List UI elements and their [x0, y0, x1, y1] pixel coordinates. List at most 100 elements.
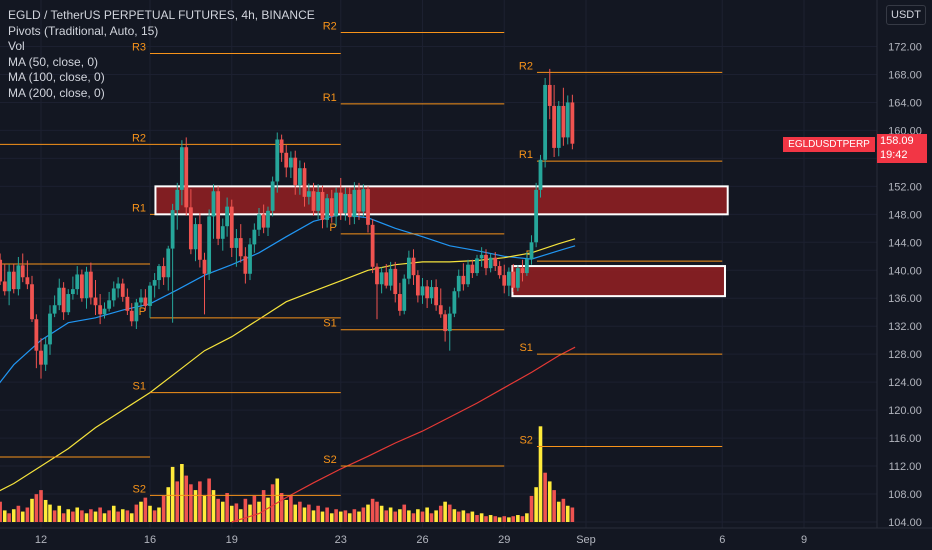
volume-bar	[357, 511, 361, 522]
candle-body	[243, 256, 248, 274]
candle-body	[565, 102, 570, 138]
time-tick-label: 23	[335, 534, 347, 546]
volume-bar	[311, 510, 316, 522]
candle-body	[216, 191, 221, 239]
volume-bar	[75, 507, 80, 522]
candle-body	[288, 157, 293, 168]
volume-bar	[556, 501, 561, 522]
candle-body	[16, 265, 21, 290]
candle-body	[456, 275, 461, 292]
volume-bar	[543, 472, 547, 522]
candle-body	[488, 257, 493, 269]
candle-body	[66, 294, 71, 313]
volume-bar	[375, 501, 379, 522]
price-tick-label: 164.00	[888, 97, 922, 109]
candle-body	[34, 319, 39, 351]
candle-body	[188, 207, 193, 250]
candle-body	[57, 287, 62, 306]
volume-bar	[275, 478, 280, 522]
volume-bar	[420, 511, 425, 522]
candle-body	[225, 206, 230, 227]
volume-bar	[366, 504, 370, 522]
volume-bar	[180, 464, 184, 522]
candle-body	[434, 287, 439, 306]
legend-title[interactable]: EGLD / TetherUS PERPETUAL FUTURES, 4h, B…	[8, 8, 315, 22]
candle-body	[175, 189, 180, 211]
candle-body	[20, 265, 25, 278]
volume-bar	[379, 505, 384, 522]
time-axis[interactable]: 12 16 19 23 26 29 Sep 6 9	[0, 527, 932, 550]
candle-body	[411, 257, 416, 276]
volume-bar	[302, 507, 307, 522]
volume-bar	[293, 504, 298, 522]
volume-bar	[570, 507, 575, 522]
pivot-label: P	[329, 222, 336, 234]
candle-body	[524, 259, 529, 274]
legend-vol[interactable]: Vol	[8, 39, 25, 53]
pivot-label: S1	[323, 318, 336, 330]
pivot-label: S1	[133, 381, 146, 393]
candle-body	[202, 259, 207, 274]
volume-bar	[484, 516, 488, 522]
pivot-label: R2	[323, 21, 337, 33]
candle-body	[143, 297, 148, 306]
legend-ma200[interactable]: MA (200, close, 0)	[8, 85, 105, 100]
volume-bar	[279, 493, 284, 522]
volume-bar	[66, 509, 71, 522]
candle-body	[252, 229, 257, 245]
volume-bar	[461, 510, 466, 522]
candle-body	[329, 198, 334, 217]
candle-body	[338, 192, 343, 213]
time-tick-label: 6	[719, 534, 725, 546]
candle-body	[343, 194, 348, 213]
legend-ma50[interactable]: MA (50, close, 0)	[8, 54, 99, 69]
candle-body	[11, 271, 16, 290]
price-tick-label: 112.00	[889, 461, 922, 473]
candle-body	[311, 191, 316, 211]
currency-button[interactable]: USDT	[886, 5, 926, 25]
candlesticks	[0, 68, 575, 379]
price-tick-label: 128.00	[888, 349, 922, 361]
volume-bar	[238, 509, 243, 522]
price-tick-label: 152.00	[888, 181, 922, 193]
candle-body	[179, 147, 184, 190]
pivot-label: R1	[323, 92, 337, 104]
volume-bar	[352, 509, 357, 522]
candle-body	[415, 275, 420, 296]
volume-bar	[475, 515, 479, 522]
time-axis-bg	[0, 528, 932, 550]
candle-body	[157, 266, 161, 281]
candle-body	[479, 254, 484, 259]
volume-bar	[493, 516, 498, 522]
candle-body	[293, 157, 298, 185]
volume-bar	[334, 509, 338, 522]
volume-bar	[425, 507, 429, 522]
volume-bar	[565, 505, 570, 522]
candle-body	[361, 189, 366, 212]
volume-bar	[125, 510, 130, 522]
candle-body	[406, 257, 411, 279]
candle-body	[207, 216, 212, 274]
candle-body	[270, 181, 275, 211]
highlight-zones[interactable]	[154, 185, 729, 298]
volume-bar	[398, 509, 402, 522]
price-axis[interactable]: 104.00 108.00 112.00 116.00 120.00 124.00 128.…	[876, 0, 932, 550]
volume-bar	[116, 511, 120, 522]
candle-body	[470, 264, 475, 274]
volume-bar	[134, 504, 139, 522]
candle-body	[347, 194, 352, 218]
volume-bar	[261, 490, 266, 522]
symbol-price-label: EGLDUSDTPERP	[783, 137, 875, 152]
volume-bar	[84, 513, 89, 522]
volume-bar	[393, 511, 398, 522]
legend-ma100[interactable]: MA (100, close, 0)	[8, 70, 105, 84]
legend-pivots[interactable]: Pivots (Traditional, Auto, 15)	[8, 23, 159, 38]
zone-rect[interactable]	[511, 265, 726, 298]
volume-bar	[411, 513, 416, 522]
candle-body	[384, 272, 389, 286]
volume-bar	[452, 509, 457, 522]
volume-bar	[102, 513, 107, 522]
zone-rect[interactable]	[154, 185, 729, 216]
candle-body	[316, 191, 321, 211]
